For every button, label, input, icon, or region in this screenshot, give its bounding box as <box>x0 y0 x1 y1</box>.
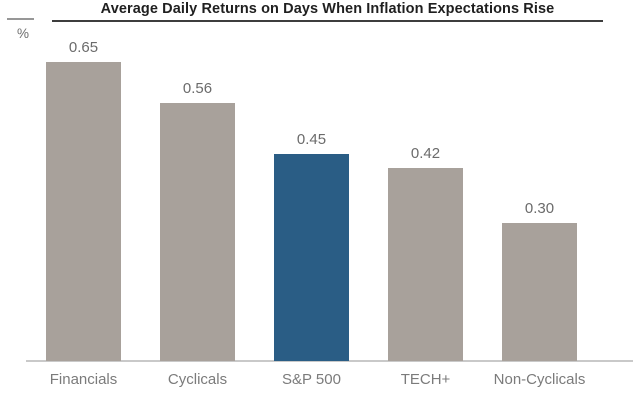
bar-value-label-financials: 0.65 <box>68 39 99 56</box>
bar-value-label-s-p-500: 0.45 <box>296 131 327 148</box>
chart-title: Average Daily Returns on Days When Infla… <box>52 0 603 22</box>
x-axis-label-tech: TECH+ <box>400 371 451 388</box>
header-left-tick <box>7 18 34 20</box>
y-axis-unit-label: % <box>17 26 30 41</box>
bar-value-label-tech: 0.42 <box>410 145 441 162</box>
x-axis-label-cyclicals: Cyclicals <box>167 371 228 388</box>
x-axis-label-s-p-500: S&P 500 <box>282 371 341 388</box>
bar-financials <box>46 62 121 361</box>
bar-cyclicals <box>160 103 235 361</box>
bar-non-cyclicals <box>502 223 577 361</box>
bar-s-p-500 <box>274 154 349 361</box>
bar-tech <box>388 168 463 361</box>
bar-value-label-non-cyclicals: 0.30 <box>524 200 555 217</box>
x-axis-label-financials: Financials <box>49 371 118 388</box>
x-axis-label-non-cyclicals: Non-Cyclicals <box>493 371 586 388</box>
bar-value-label-cyclicals: 0.56 <box>182 80 213 97</box>
